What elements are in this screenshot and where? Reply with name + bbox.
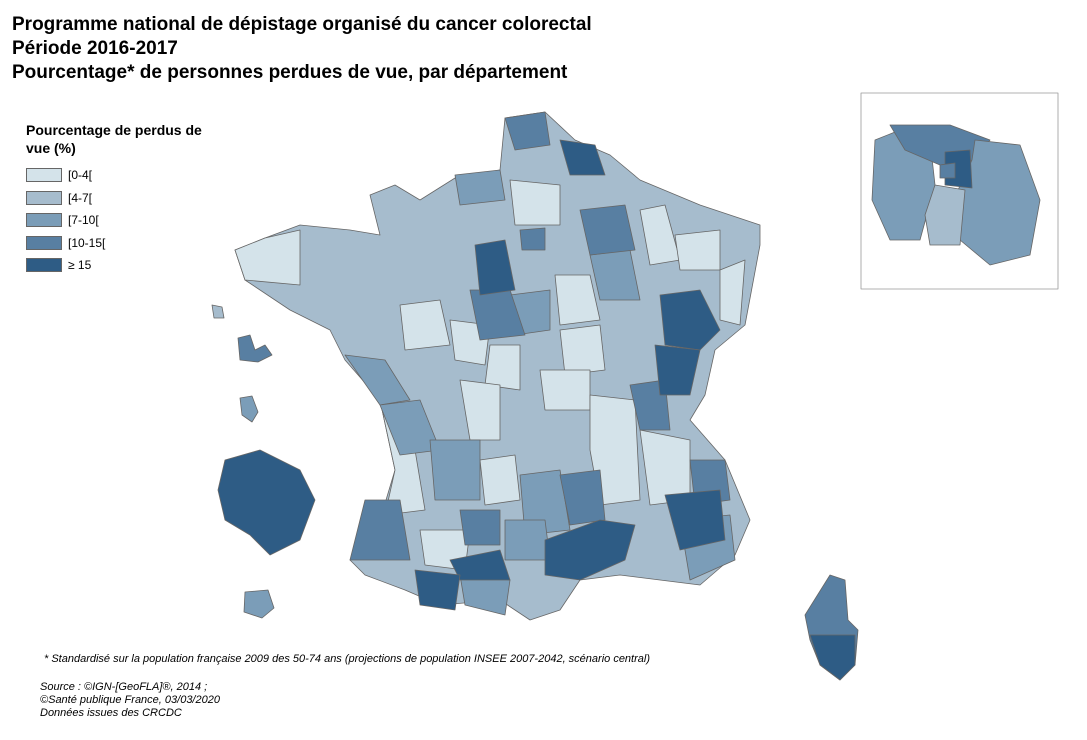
legend-swatch: [26, 258, 62, 272]
legend-item: [10-15[: [26, 236, 105, 250]
inset-paris: [939, 162, 956, 179]
area-light: [234, 229, 301, 286]
area-light: [589, 394, 641, 506]
area-dark: [659, 289, 721, 351]
source-line-1: Source : ©IGN-[GeoFLA]®, 2014 ;: [40, 681, 208, 693]
source-line-2: ©Santé publique France, 03/03/2020: [40, 694, 220, 706]
area-dark: [664, 489, 726, 551]
area-light: [554, 274, 601, 326]
area-light: [399, 299, 451, 351]
mayotte: [211, 304, 225, 319]
legend-swatch: [26, 236, 62, 250]
area-light: [719, 259, 746, 326]
area-dark: [474, 239, 516, 296]
guadeloupe: [237, 334, 273, 363]
legend-swatch: [26, 168, 62, 182]
area-dark: [414, 569, 461, 611]
area-light: [479, 454, 521, 506]
inset-south: [924, 184, 966, 246]
area-dark: [544, 519, 636, 581]
area-medium: [454, 169, 506, 206]
area-dark: [559, 139, 606, 176]
area-medium: [429, 439, 481, 501]
area-medium-dark: [459, 509, 501, 546]
legend-swatch: [26, 191, 62, 205]
area-medium-dark: [349, 499, 411, 561]
area-medium-dark: [504, 111, 551, 151]
source-line-3: Données issues des CRCDC: [40, 707, 182, 719]
inset-frame: [860, 92, 1059, 290]
legend-title: Pourcentage de perdus de vue (%): [26, 122, 202, 156]
guyane: [217, 449, 316, 556]
area-light: [459, 379, 501, 441]
title-line-2: Période 2016-2017: [12, 38, 178, 59]
legend-item: [0-4[: [26, 168, 92, 182]
legend-item: ≥ 15: [26, 258, 91, 272]
area-light: [539, 369, 591, 411]
area-medium: [344, 354, 411, 406]
area-light: [509, 179, 561, 226]
area-light: [674, 229, 721, 271]
reunion: [243, 589, 275, 619]
martinique: [239, 395, 259, 423]
area-medium-dark: [559, 469, 606, 526]
legend-item: [7-10[: [26, 213, 99, 227]
area-medium-dark: [519, 227, 546, 251]
area-light: [559, 324, 606, 376]
legend-swatch: [26, 213, 62, 227]
area-medium-dark: [579, 204, 636, 256]
area-light: [484, 344, 521, 391]
title-line-1: Programme national de dépistage organisé…: [12, 14, 592, 35]
corsica-south: [809, 634, 856, 681]
area-medium: [519, 469, 571, 536]
footnote: * Standardisé sur la population français…: [44, 653, 650, 665]
title-line-3: Pourcentage* de personnes perdues de vue…: [12, 62, 568, 83]
area-dark: [654, 344, 701, 396]
area-medium: [459, 574, 511, 616]
area-medium: [504, 519, 551, 561]
legend-item: [4-7[: [26, 191, 92, 205]
area-dark: [449, 549, 511, 581]
